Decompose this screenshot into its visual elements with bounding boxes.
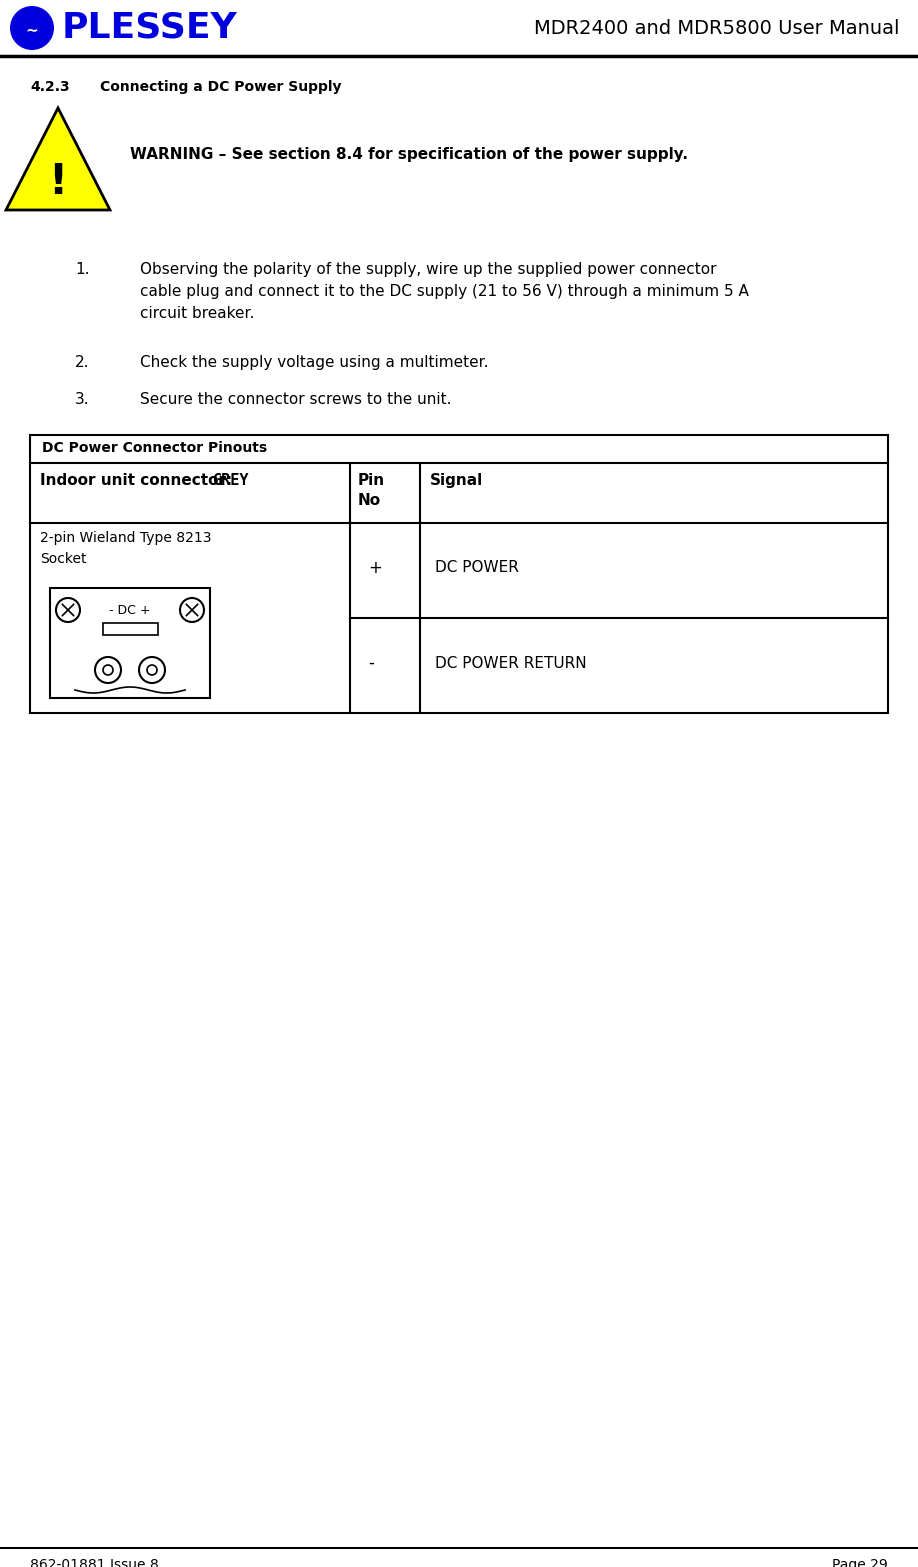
Text: 1.: 1. — [75, 262, 89, 277]
Text: 4.2.3: 4.2.3 — [30, 80, 70, 94]
Text: 862-01881 Issue 8: 862-01881 Issue 8 — [30, 1558, 159, 1567]
Circle shape — [10, 6, 54, 50]
Text: 2.: 2. — [75, 356, 89, 370]
Circle shape — [103, 664, 113, 675]
Text: -: - — [368, 653, 374, 672]
Text: Indoor unit connector:: Indoor unit connector: — [40, 473, 238, 487]
Text: Secure the connector screws to the unit.: Secure the connector screws to the unit. — [140, 392, 452, 407]
Text: !: ! — [49, 161, 68, 204]
Text: ∼: ∼ — [26, 22, 39, 38]
Text: +: + — [368, 559, 382, 577]
Text: PLESSEY: PLESSEY — [62, 11, 238, 45]
Circle shape — [95, 657, 121, 683]
Text: 3.: 3. — [75, 392, 90, 407]
FancyBboxPatch shape — [30, 436, 888, 713]
Text: Observing the polarity of the supply, wire up the supplied power connector
cable: Observing the polarity of the supply, wi… — [140, 262, 749, 321]
FancyBboxPatch shape — [50, 588, 210, 697]
Text: 2-pin Wieland Type 8213
Socket: 2-pin Wieland Type 8213 Socket — [40, 531, 211, 566]
Circle shape — [180, 599, 204, 622]
Text: MDR2400 and MDR5800 User Manual: MDR2400 and MDR5800 User Manual — [534, 19, 900, 38]
Text: DC POWER: DC POWER — [435, 561, 519, 575]
Text: DC Power Connector Pinouts: DC Power Connector Pinouts — [42, 440, 267, 454]
Text: DC POWER RETURN: DC POWER RETURN — [435, 655, 587, 671]
Text: Check the supply voltage using a multimeter.: Check the supply voltage using a multime… — [140, 356, 488, 370]
Circle shape — [56, 599, 80, 622]
Text: GREY: GREY — [212, 473, 249, 487]
Text: Connecting a DC Power Supply: Connecting a DC Power Supply — [100, 80, 341, 94]
Text: WARNING – See section 8.4 for specification of the power supply.: WARNING – See section 8.4 for specificat… — [130, 147, 688, 163]
Text: Signal: Signal — [430, 473, 483, 487]
Circle shape — [147, 664, 157, 675]
FancyBboxPatch shape — [103, 624, 158, 635]
Text: - DC +: - DC + — [109, 603, 151, 616]
Text: Pin
No: Pin No — [358, 473, 386, 508]
Polygon shape — [6, 108, 110, 210]
Text: Page 29: Page 29 — [833, 1558, 888, 1567]
Circle shape — [139, 657, 165, 683]
